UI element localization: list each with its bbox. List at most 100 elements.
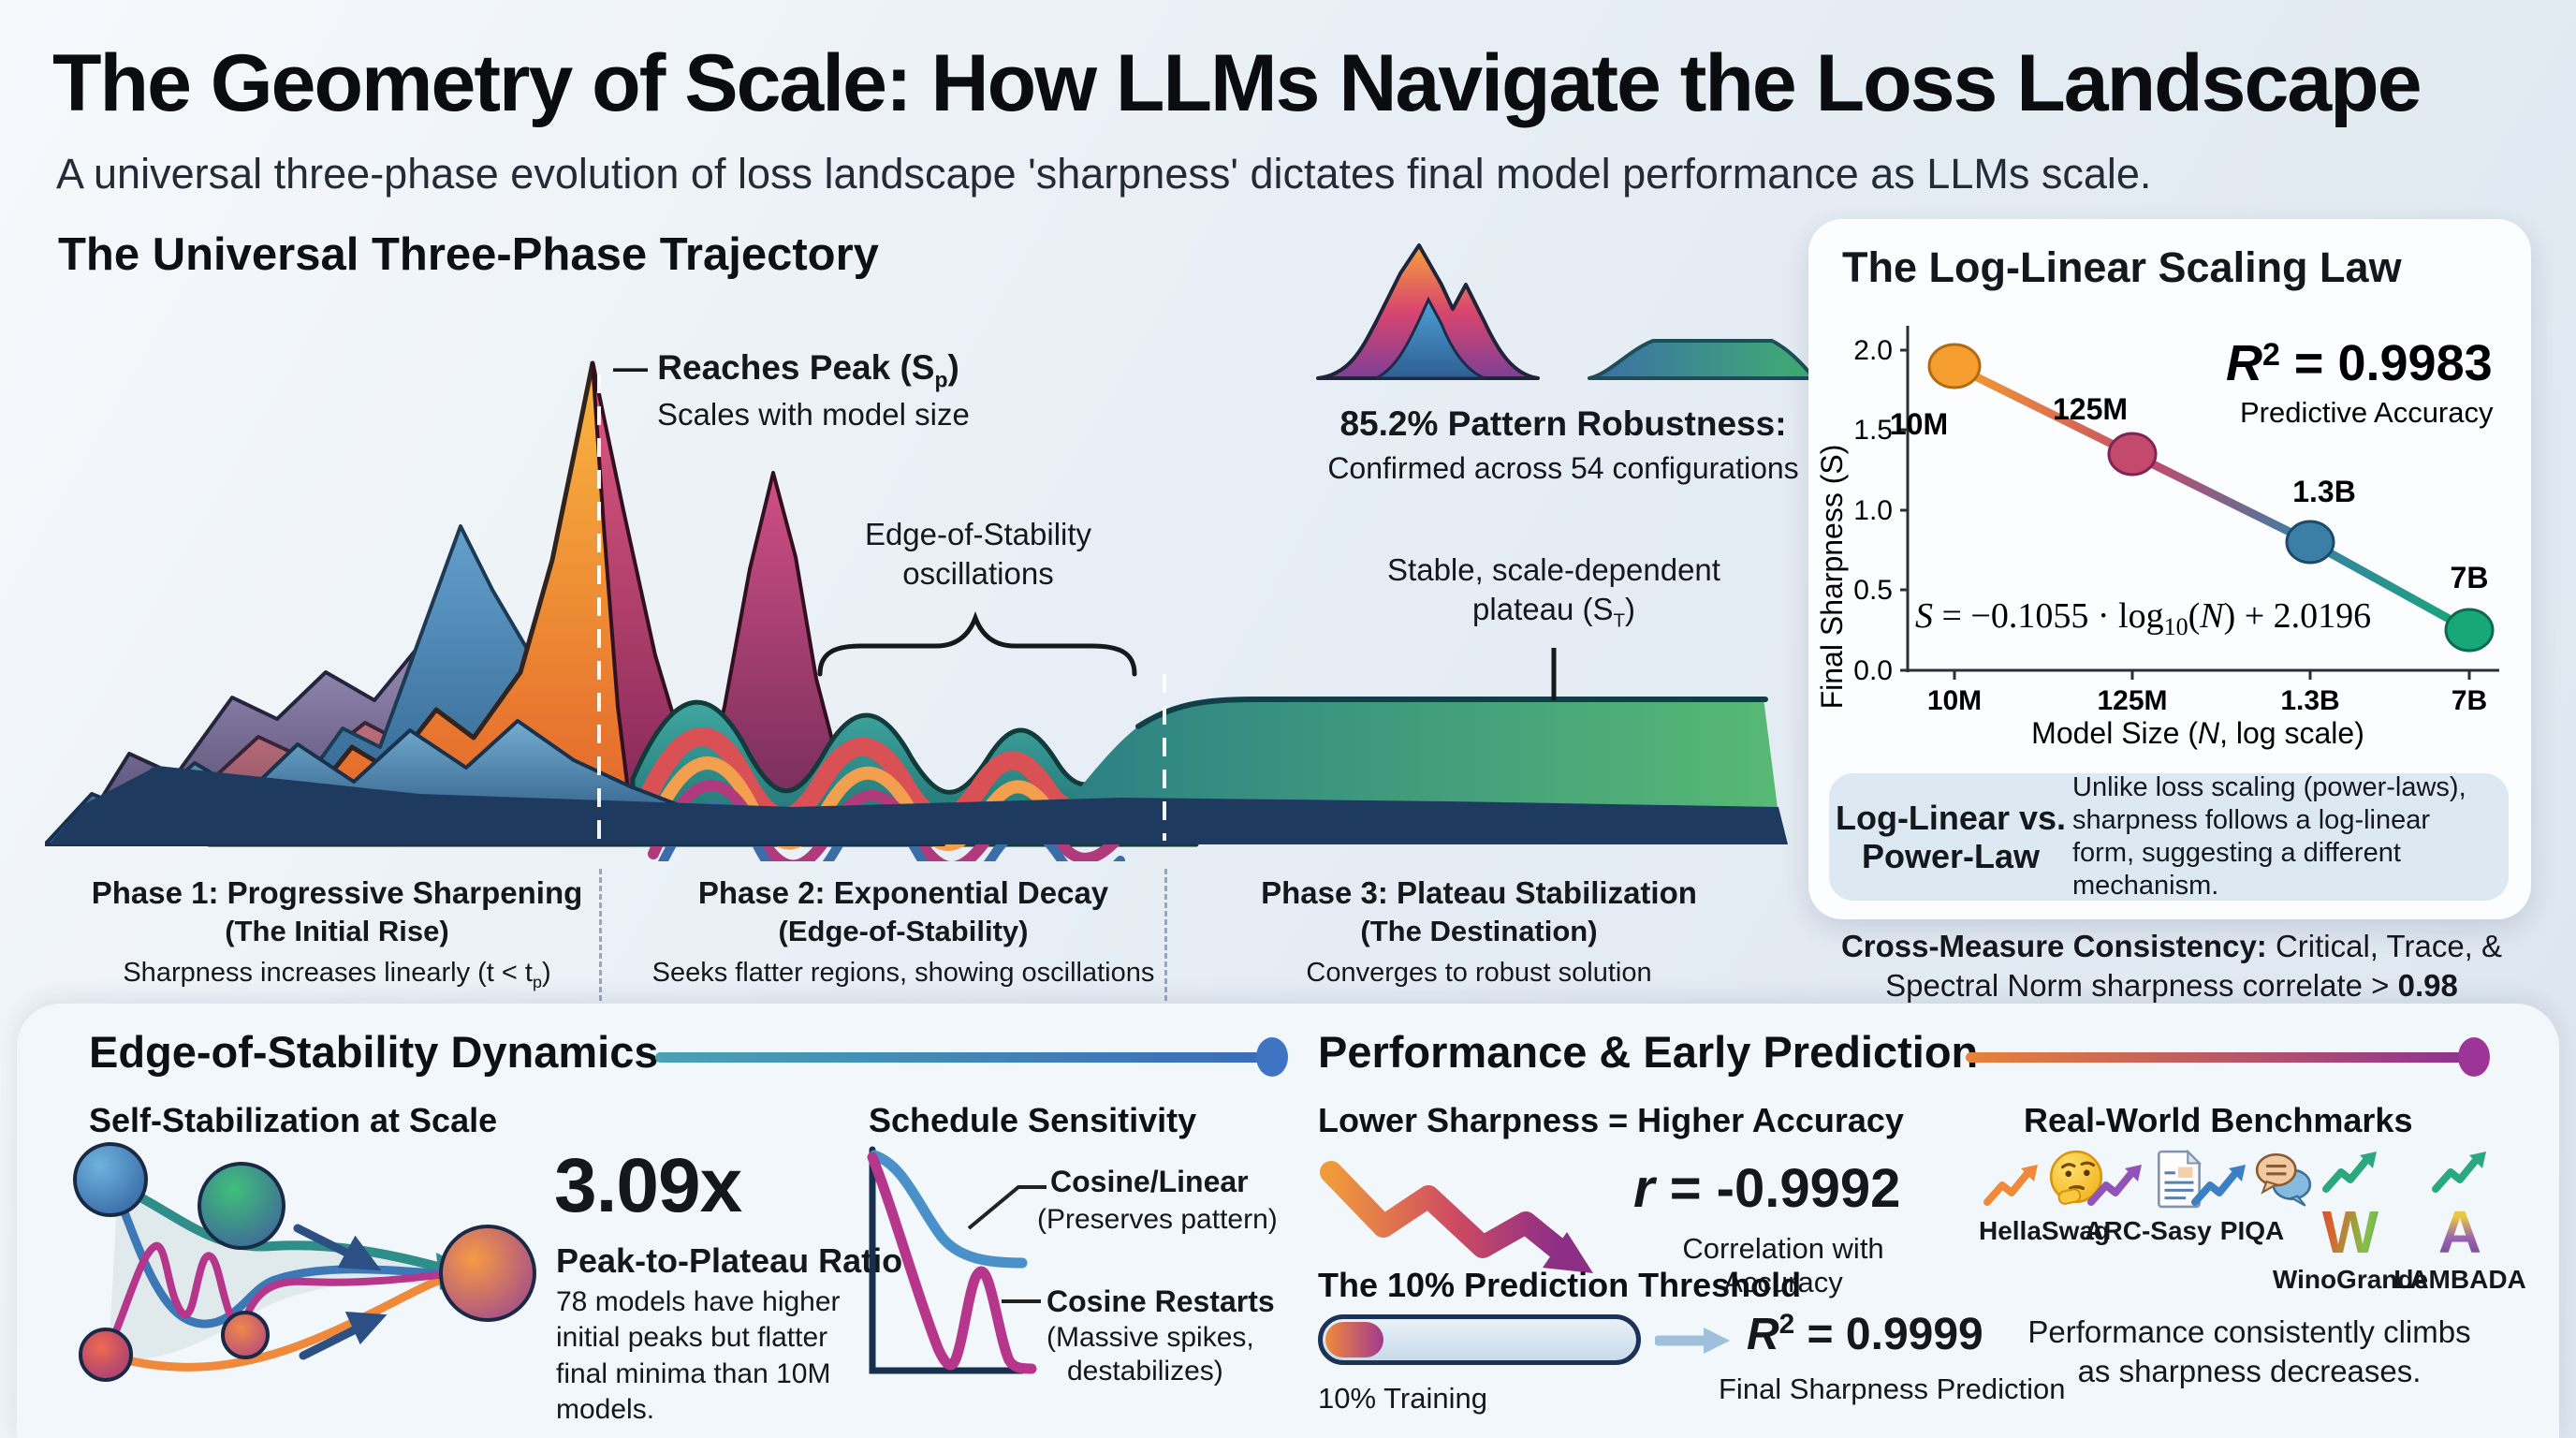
trend-up-icon [2322, 1152, 2377, 1193]
benchmark-label: WinoGrande [2272, 1265, 2429, 1294]
benchmark-hellaswag: HellaSwag [1965, 1148, 2124, 1246]
flow-arrows [293, 1224, 388, 1360]
comparison-body: Unlike loss scaling (power-laws), sharpn… [2072, 772, 2466, 901]
phase-2-desc: Seeks flatter regions, showing oscillati… [651, 958, 1155, 988]
threshold-heading: The 10% Prediction Threshold [1318, 1266, 1802, 1304]
y-tick-0.5: 0.5 [1853, 575, 1893, 606]
lower-sharpness-heading: Lower Sharpness = Higher Accuracy [1318, 1101, 1904, 1139]
ratio-label: Peak-to-Plateau Ratio [556, 1241, 903, 1280]
document-icon [2158, 1149, 2203, 1209]
prediction-caption: Final Sharpness Prediction [1719, 1372, 2066, 1405]
benchmark-label: PIQA [2219, 1216, 2285, 1245]
data-point-125M [2107, 432, 2158, 477]
correlation-value: r = -0.9992 [1633, 1158, 1901, 1219]
scaling-heading: The Log-Linear Scaling Law [1842, 243, 2402, 291]
phase-1-desc: Sharpness increases linearly (t < tp) [123, 958, 551, 991]
cosine-linear-sublabel: (Preserves pattern) [1037, 1204, 1278, 1235]
phase-2-subtitle: (Edge-of-Stability) [778, 915, 1029, 947]
comparison-title: Log-Linear vs. Power-Law [1835, 798, 2067, 875]
x-tick-7B: 7B [2452, 685, 2487, 716]
bottom-panel [17, 1004, 2559, 1438]
training-progress-bar [1318, 1314, 1641, 1365]
benchmark-label: ARC-Sasy [2085, 1216, 2212, 1245]
r-squared-caption: Predictive Accuracy [2240, 396, 2494, 429]
y-tick-1.0: 1.0 [1853, 495, 1893, 526]
node-green [198, 1162, 285, 1250]
ratio-description: 78 models have higher initial peaks but … [556, 1286, 841, 1426]
prediction-r-squared: R2 = 0.9999 [1747, 1309, 1983, 1359]
phase-label-divider-2 [1164, 869, 1167, 1009]
data-point-10M [1927, 343, 1982, 389]
trend-line [1953, 361, 2472, 634]
start-node-blue [73, 1142, 148, 1217]
phase-1-block: Phase 1: Progressive Sharpening (The Ini… [70, 875, 604, 992]
ratio-value: 3.09x [554, 1143, 742, 1228]
benchmarks-heading: Real-World Benchmarks [2024, 1101, 2413, 1139]
cosine-restarts-sublabel1: (Massive spikes, [1046, 1322, 1254, 1353]
phase-3-block: Phase 3: Plateau Stabilization (The Dest… [1198, 875, 1760, 989]
orange-trajectory [104, 1277, 441, 1372]
cosine-pointer-line [967, 1185, 1046, 1230]
data-point-1.3B [2285, 520, 2335, 565]
y-tick-0.0: 0.0 [1853, 655, 1893, 686]
eos-heading-rule [655, 1052, 1262, 1063]
oscillation-label-line1: Edge-of-Stability [864, 517, 1092, 551]
benchmark-arc-easy: ARC-Sasy [2069, 1148, 2228, 1246]
r-squared-annotation: R2 = 0.9983 [2226, 335, 2493, 391]
x-tick-1.3B: 1.3B [2280, 685, 2339, 716]
benchmark-piqa: PIQA [2173, 1148, 2332, 1246]
y-tick-1.5: 1.5 [1853, 415, 1893, 446]
letter-a-icon: A [2380, 1201, 2539, 1263]
eos-heading: Edge-of-Stability Dynamics [89, 1027, 659, 1077]
benchmarks-caption-line2: as sharpness decreases. [2077, 1354, 2422, 1388]
oscillation-label-line2: oscillations [902, 556, 1054, 591]
correlation-caption: Correlation with Accuracy [1682, 1232, 1884, 1299]
trend-up-icon [2190, 1165, 2246, 1206]
phase-1-title: Phase 1: Progressive Sharpening [91, 875, 583, 910]
y-axis-label: Final Sharpness (S) [1815, 445, 1849, 710]
cosine-restarts-label: Cosine Restarts [1046, 1284, 1275, 1318]
x-axis-label: Model Size (N, log scale) [2031, 716, 2364, 750]
point-label-10M: 10M [1890, 407, 1948, 441]
point-label-125M: 125M [2053, 392, 2128, 426]
speech-bubbles-icon [2256, 1152, 2312, 1207]
peak-subannotation: Scales with model size [657, 397, 970, 432]
start-node-red [79, 1328, 133, 1382]
scaling-law-card: The Log-Linear Scaling Law 2.0 1.5 [1808, 219, 2531, 919]
cross-measure-line2: Spectral Norm sharpness correlate > 0.98 [1885, 968, 2458, 1003]
phase-2-title: Phase 2: Exponential Decay [697, 875, 1109, 910]
plateau-label-line2: plateau (ST) [1472, 592, 1635, 632]
x-tick-10M: 10M [1927, 685, 1982, 716]
phase-label-divider-1 [599, 869, 602, 1009]
log-linear-vs-power-law-box: Log-Linear vs. Power-Law Unlike loss scal… [1829, 772, 2509, 901]
phase-3-subtitle: (The Destination) [1360, 915, 1598, 947]
point-label-1.3B: 1.3B [2292, 475, 2356, 508]
cross-measure-line1: Cross-Measure Consistency: Critical, Tra… [1840, 929, 2503, 963]
phase-2-block: Phase 2: Exponential Decay (Edge-of-Stab… [622, 875, 1184, 989]
cosine-restarts-curve [867, 1152, 1037, 1374]
schedule-heading: Schedule Sensitivity [869, 1101, 1197, 1139]
benchmarks-caption-line1: Performance consistently climbs [2027, 1314, 2471, 1349]
self-stabilization-heading: Self-Stabilization at Scale [89, 1101, 498, 1139]
scaling-law-chart: 2.0 1.5 1.0 0.5 0.0 10M 125M 1.3B 7B 10M… [1815, 326, 2499, 750]
trend-up-icon [2432, 1152, 2486, 1193]
x-tick-125M: 125M [2097, 685, 2167, 716]
benchmark-label: LAMBADA [2393, 1265, 2526, 1294]
point-label-7B: 7B [2451, 561, 2489, 594]
trajectory-heading: The Universal Three-Phase Trajectory [58, 229, 879, 280]
cosine-linear-curve [869, 1150, 1028, 1269]
plateau-top-edge [1135, 697, 1768, 729]
benchmark-winogrande: W WinoGrande [2271, 1148, 2430, 1295]
page-title: The Geometry of Scale: How LLMs Navigate… [52, 38, 2422, 128]
right-arrow-icon [1655, 1328, 1730, 1354]
schedule-sensitivity-plot [867, 1146, 1046, 1374]
y-tick-marks [1900, 348, 1908, 672]
perf-rule-dot [2458, 1037, 2490, 1077]
phase-3-desc: Converges to robust solution [1306, 958, 1652, 988]
thinking-face-icon [2050, 1150, 2103, 1205]
peak-annotation: — Reaches Peak (Sp) [613, 348, 959, 392]
phase-1-subtitle: (The Initial Rise) [225, 915, 449, 947]
x-tick-marks [1953, 670, 2471, 680]
oscillation-trajectory [105, 1242, 442, 1353]
